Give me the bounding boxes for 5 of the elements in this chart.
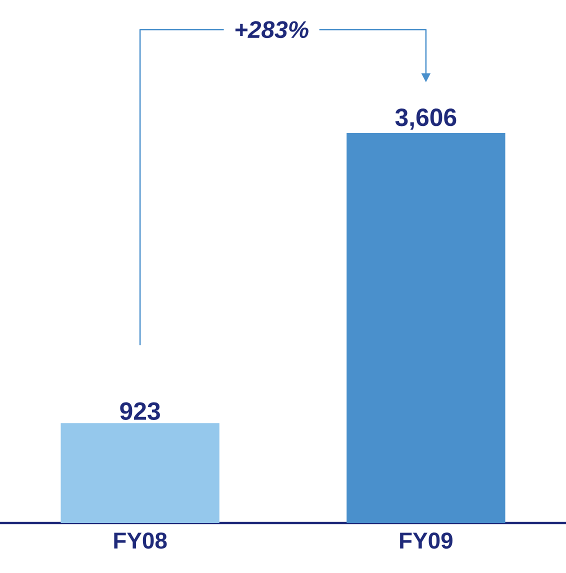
data-label: 923 [120,402,160,420]
text: +283% [235,21,308,38]
x-tick-label: FY08 [114,532,167,549]
x-tick-label: FY09 [400,532,452,549]
data-label: 3,606 [395,108,456,130]
